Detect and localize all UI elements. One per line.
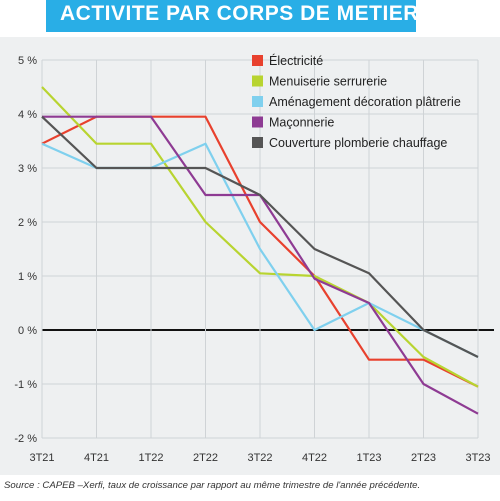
y-tick-label: 1 % <box>18 271 37 283</box>
source-note: Source : CAPEB –Xerfi, taux de croissanc… <box>4 480 421 491</box>
x-tick-label: 4T22 <box>302 452 327 464</box>
chart-panel <box>0 37 500 475</box>
y-tick-label: 5 % <box>18 55 37 67</box>
x-tick-label: 3T23 <box>465 452 490 464</box>
x-tick-label: 1T22 <box>138 452 163 464</box>
line-chart: -2 % -1 % 0 % 1 % 2 % 3 % 4 % 5 % 3T21 4T21 1T22 2… <box>14 53 494 464</box>
y-tick-label: 0 % <box>18 325 37 337</box>
chart-title: ACTIVITE PAR CORPS DE METIERS <box>60 2 434 25</box>
x-tick-label: 4T21 <box>84 452 109 464</box>
legend-swatch <box>252 96 263 107</box>
x-axis-ticks: 3T21 4T21 1T22 2T22 3T22 4T22 1T23 2T23 3T23 <box>29 452 490 464</box>
y-tick-label: 2 % <box>18 217 37 229</box>
x-tick-label: 1T23 <box>356 452 381 464</box>
x-tick-label: 2T23 <box>411 452 436 464</box>
legend-swatch <box>252 137 263 148</box>
series-lines <box>41 86 479 415</box>
legend-swatch <box>252 55 263 66</box>
x-tick-label: 2T22 <box>193 452 218 464</box>
legend: Électricité Menuiserie serrurerie Aménagem… <box>252 53 461 150</box>
y-tick-label: 3 % <box>18 163 37 175</box>
legend-entry: Aménagement décoration plâtrerie <box>269 95 461 109</box>
legend-entry: Menuiserie serrurerie <box>269 75 387 89</box>
x-tick-label: 3T22 <box>247 452 272 464</box>
y-tick-label: 4 % <box>18 109 37 121</box>
grid-lines <box>41 59 494 439</box>
series-line <box>41 86 479 388</box>
x-tick-label: 3T21 <box>29 452 54 464</box>
legend-swatch <box>252 75 263 87</box>
title-banner: ACTIVITE PAR CORPS DE METIERS <box>46 0 433 32</box>
legend-entry: Maçonnerie <box>269 116 334 130</box>
legend-swatch <box>252 116 263 128</box>
legend-entry: Électricité <box>269 53 323 68</box>
y-tick-label: -2 % <box>14 433 37 445</box>
y-axis-ticks: -2 % -1 % 0 % 1 % 2 % 3 % 4 % 5 % <box>14 55 37 445</box>
legend-entry: Couverture plomberie chauffage <box>269 136 447 150</box>
series-line <box>41 115 479 358</box>
y-tick-label: -1 % <box>14 379 37 391</box>
